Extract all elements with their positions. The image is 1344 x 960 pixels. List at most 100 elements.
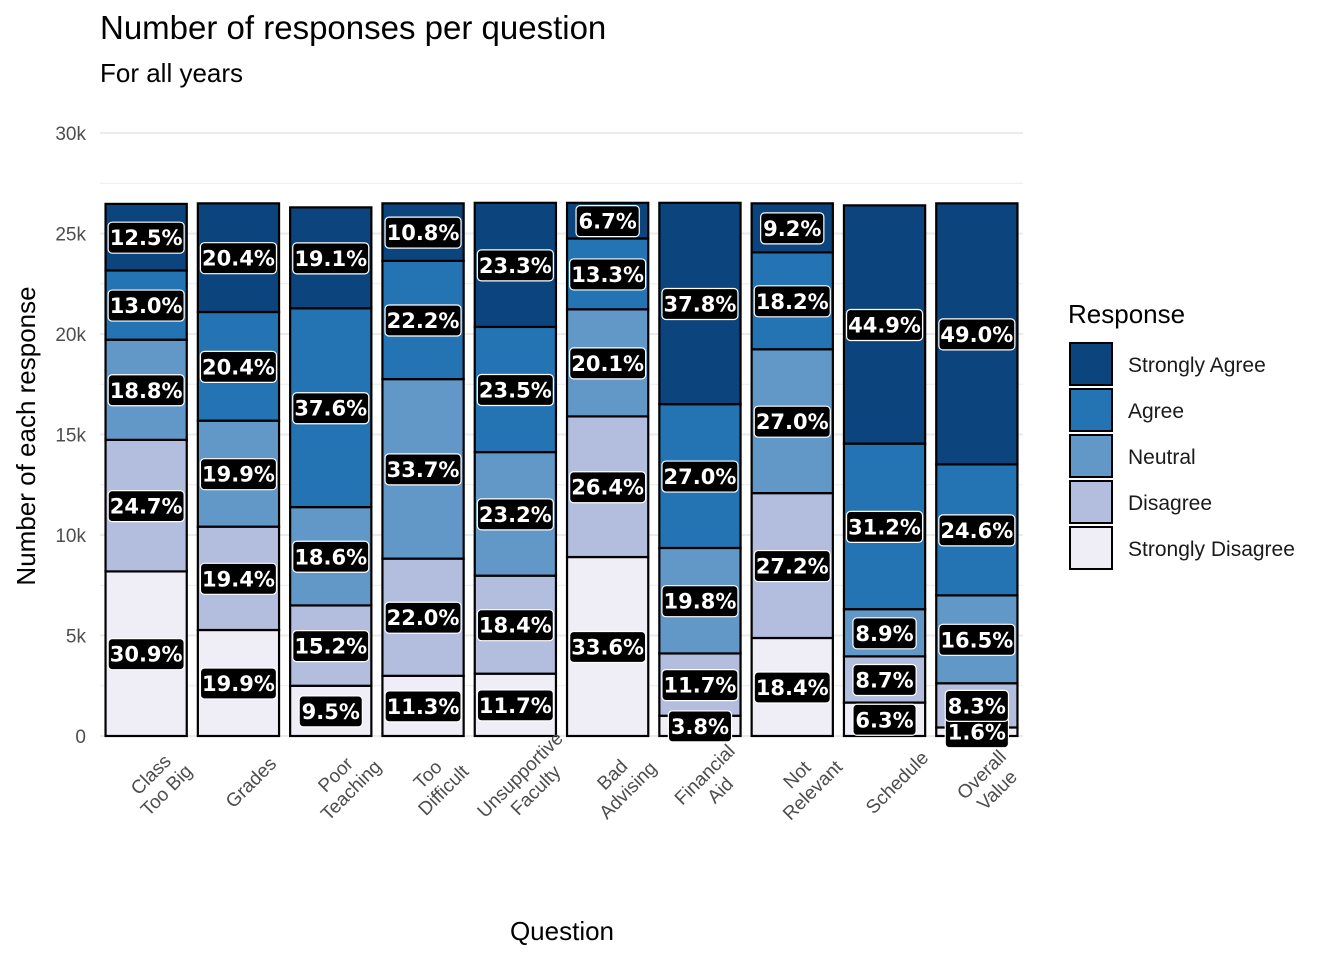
data-label-text: 31.2% [848,515,921,539]
data-label: 19.9% [199,458,278,491]
legend: Response Strongly Agree Agree Neutral Disag… [1068,299,1295,570]
data-label: 13.0% [107,289,185,322]
data-label-text: 8.7% [855,668,913,692]
data-label-text: 11.7% [479,694,552,718]
data-label-text: 20.1% [571,352,644,376]
data-label: 18.4% [753,671,831,704]
data-label-text: 11.3% [387,695,460,719]
y-tick-label: 25k [55,225,86,246]
data-label-text: 12.5% [110,226,183,250]
data-label-box [569,347,647,380]
data-label-text: 23.3% [479,254,552,278]
y-tick-label: 0 [75,727,86,748]
y-tick-label: 20k [55,325,86,346]
data-label-box [661,287,739,321]
x-tick-label: OverallValue [953,747,1026,820]
legend-label: Neutral [1128,446,1196,469]
data-label: 22.2% [384,304,462,337]
data-label: 11.7% [476,689,554,722]
data-label-text: 19.9% [202,463,275,487]
data-label: 33.6% [569,630,647,664]
data-label: 10.8% [384,216,462,249]
data-label-text: 18.6% [294,545,367,569]
data-label-text: 30.9% [110,643,183,667]
data-label-box [292,242,370,275]
data-label-text: 22.0% [387,606,460,630]
data-label-text: 13.3% [571,263,644,287]
data-label-box [476,689,554,722]
data-label-box [938,318,1016,351]
data-label: 33.7% [384,453,462,486]
data-label-box [384,690,462,723]
data-label-box [845,308,924,342]
data-label: 19.1% [292,242,370,275]
legend-swatch [1069,388,1113,432]
data-label-box [575,205,640,238]
x-tick-line: Grades [222,754,281,813]
data-label-text: 13.0% [110,294,183,318]
data-label-box [753,405,831,438]
x-tick-label: Schedule [862,748,933,819]
data-label-box [199,667,278,700]
data-label-text: 19.9% [202,672,275,696]
data-label-box [569,630,647,664]
data-label-text: 22.2% [387,309,460,333]
data-label-text: 27.0% [664,465,737,489]
data-label: 11.3% [384,690,462,723]
data-label-box [476,249,554,282]
data-label-text: 1.6% [948,721,1006,745]
y-tick-label: 30k [55,124,86,145]
data-label: 27.0% [753,405,831,438]
data-label-box [938,514,1016,547]
data-label: 16.5% [938,623,1016,656]
legend-label: Strongly Agree [1128,354,1266,377]
data-label: 3.8% [667,710,733,743]
data-label: 44.9% [845,308,924,342]
data-label-box [852,617,917,650]
data-label-text: 49.0% [940,323,1013,347]
data-label: 37.8% [661,287,739,321]
data-label-box [667,710,733,743]
data-label-box [944,689,1010,722]
data-label-box [569,471,647,504]
data-label-box [107,638,185,671]
data-labels: 30.9% 24.7% 18.8% 13.0% 12.5% 19.9% 19.4% 19.9%… [107,205,1016,749]
data-label-box [938,623,1016,656]
data-label: 20.4% [199,242,278,275]
data-label-text: 18.4% [479,614,552,638]
x-tick-line: Relevant [779,756,847,824]
data-label: 19.8% [661,585,739,618]
data-label: 19.9% [199,667,278,700]
data-label: 11.7% [661,668,739,702]
data-label-box [661,668,739,702]
data-label-text: 8.9% [855,622,913,646]
legend-swatch [1069,526,1113,570]
data-label-text: 6.3% [855,708,913,732]
data-label-box [298,695,363,728]
data-label-box [661,585,739,618]
data-label-box [107,289,185,322]
data-label-text: 24.6% [940,519,1013,543]
data-label-box [760,212,825,245]
data-label-text: 19.4% [202,567,275,591]
data-label-box [107,490,185,523]
data-label-text: 26.4% [571,476,644,500]
data-label: 8.7% [852,663,917,697]
data-label-text: 20.4% [202,247,275,271]
data-label: 24.7% [107,490,185,523]
legend-swatch [1069,434,1113,478]
data-label-box [753,671,831,704]
data-label: 13.3% [569,258,647,291]
data-label-box [852,703,917,736]
data-label: 18.6% [292,540,370,573]
data-label-box [753,285,831,318]
data-label: 6.7% [575,205,640,238]
chart-subtitle: For all years [100,58,243,88]
data-label-text: 9.5% [302,700,360,724]
data-label-box [852,663,917,697]
data-label-box [292,392,370,425]
data-label: 23.5% [476,373,554,407]
data-label-text: 27.2% [756,555,829,579]
data-label-text: 11.7% [664,674,737,698]
